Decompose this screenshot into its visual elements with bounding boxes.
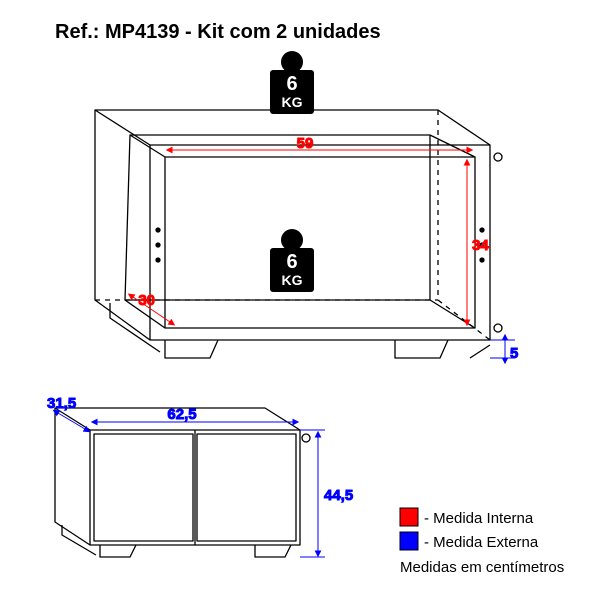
dim-foot: 5 <box>510 345 518 362</box>
dim-external-width: 62,5 <box>167 406 196 423</box>
svg-text:6: 6 <box>286 251 297 273</box>
legend: - Medida Interna - Medida Externa Medida… <box>400 508 564 576</box>
internal-dimensions: 59 34 30 <box>133 135 489 322</box>
legend-units: Medidas em centímetros <box>400 559 564 576</box>
diagram-canvas: Ref.: MP4139 - Kit com 2 unidades <box>0 0 600 600</box>
dim-internal-width: 59 <box>297 135 314 152</box>
dim-internal-height: 34 <box>472 237 489 254</box>
weight-badge-top: 6 KG <box>270 51 314 114</box>
external-dimensions: 62,5 31,5 44,5 <box>47 395 353 557</box>
dim-external-height: 44,5 <box>324 487 353 504</box>
dim-internal-depth: 30 <box>138 292 155 309</box>
legend-swatch-internal <box>400 508 418 526</box>
svg-text:KG: KG <box>282 94 303 110</box>
foot-dimension: 5 <box>490 340 518 362</box>
title: Ref.: MP4139 - Kit com 2 unidades <box>55 21 381 43</box>
dim-external-depth: 31,5 <box>47 395 76 412</box>
legend-internal: - Medida Interna <box>424 510 534 527</box>
legend-external: - Medida Externa <box>424 534 539 551</box>
legend-swatch-external <box>400 532 418 550</box>
svg-text:6: 6 <box>286 73 297 95</box>
svg-text:KG: KG <box>282 272 303 288</box>
closed-cabinet <box>55 408 310 557</box>
weight-badge-shelf: 6 KG <box>270 229 314 292</box>
